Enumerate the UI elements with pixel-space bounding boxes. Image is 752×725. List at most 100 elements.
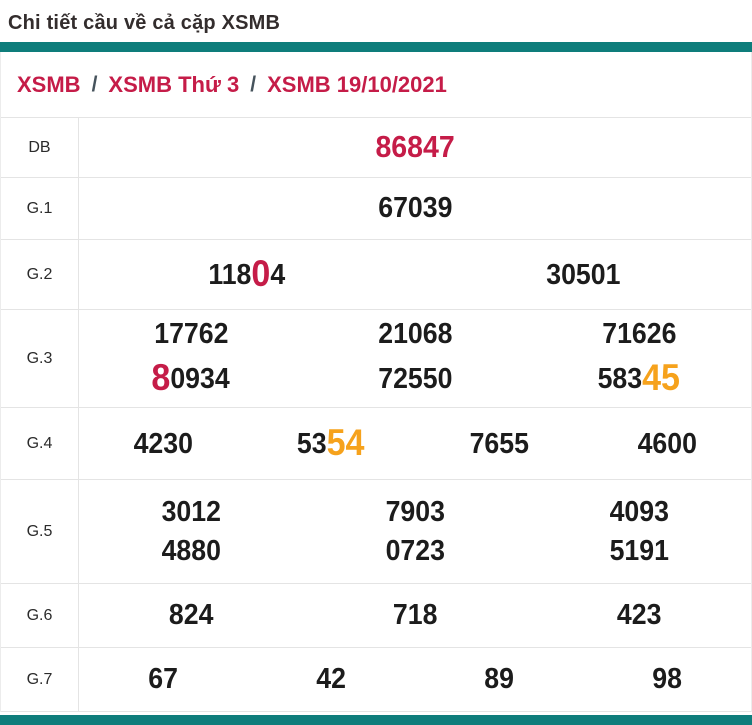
digit-text: 42 xyxy=(316,663,346,696)
prize-row-g2: G.2 11804 30501 xyxy=(1,240,751,310)
digit-text: 3012 xyxy=(161,495,221,528)
prize-value: 7655 xyxy=(415,426,583,462)
prize-number: 7655 xyxy=(469,426,528,462)
digit-text: 4093 xyxy=(609,495,669,528)
digit-text: 53 xyxy=(297,428,327,461)
bottom-gap xyxy=(0,712,752,715)
prize-number: 3012 xyxy=(161,494,220,530)
digit-text: 67039 xyxy=(377,192,453,225)
prize-line: 824 718 423 xyxy=(79,597,751,633)
prize-number: 80934 xyxy=(152,355,230,401)
breadcrumb-separator: / xyxy=(250,72,257,96)
prize-values-db: 86847 xyxy=(79,118,751,177)
prize-number: 5191 xyxy=(609,533,668,569)
prize-values-g7: 67 42 89 98 xyxy=(79,648,751,711)
prize-values-g1: 67039 xyxy=(79,178,751,239)
digit-text: 118 xyxy=(208,259,252,292)
prize-value: 824 xyxy=(79,597,303,633)
prize-number: 7903 xyxy=(385,494,444,530)
prize-number: 42 xyxy=(316,661,346,697)
prize-line: 4230 5354 7655 4600 xyxy=(79,420,751,466)
prize-label-g6: G.6 xyxy=(1,584,79,647)
prize-value: 71626 xyxy=(527,316,751,352)
breadcrumb-link-1[interactable]: XSMB Thứ 3 xyxy=(108,71,240,97)
prize-values-g6: 824 718 423 xyxy=(79,584,751,647)
prize-value: 42 xyxy=(247,661,415,697)
digit-text: 17762 xyxy=(153,317,229,350)
breadcrumb-link-2[interactable]: XSMB 19/10/2021 xyxy=(267,71,447,97)
prize-values-g5: 3012 7903 4093 4880 0723 5191 xyxy=(79,480,751,583)
prize-row-g3: G.3 17762 21068 71626 80934 72550 58345 xyxy=(1,310,751,408)
digit-text: 718 xyxy=(392,599,438,632)
page-title: Chi tiết cầu về cả cặp XSMB xyxy=(8,11,281,34)
prize-value: 80934 xyxy=(79,355,303,401)
prize-value: 423 xyxy=(527,597,751,633)
highlight-digit: 0 xyxy=(251,253,271,295)
prize-value: 5191 xyxy=(527,533,751,569)
prize-line: 3012 7903 4093 xyxy=(79,494,751,530)
prize-values-g3: 17762 21068 71626 80934 72550 58345 xyxy=(79,310,751,407)
results-card: XSMB / XSMB Thứ 3 / XSMB 19/10/2021 DB 86847 G… xyxy=(0,52,752,712)
prize-number: 423 xyxy=(617,597,662,633)
prize-number: 72550 xyxy=(378,361,452,397)
prize-value: 718 xyxy=(303,597,527,633)
prize-number: 0723 xyxy=(385,533,444,569)
digit-text: 5191 xyxy=(609,535,669,567)
prize-number: 17762 xyxy=(154,316,228,352)
prize-label-g3: G.3 xyxy=(1,310,79,407)
digit-text: 30501 xyxy=(545,259,621,292)
highlight-digit: 45 xyxy=(642,357,681,398)
prize-value: 67039 xyxy=(79,190,751,226)
prize-number: 4880 xyxy=(161,533,220,569)
prize-row-db: DB 86847 xyxy=(1,118,751,178)
teal-divider-bar xyxy=(0,42,752,52)
prize-value: 5354 xyxy=(247,420,415,466)
prize-number: 21068 xyxy=(378,316,452,352)
prize-row-g5: G.5 3012 7903 4093 4880 0723 5191 xyxy=(1,480,751,584)
prize-value: 7903 xyxy=(303,494,527,530)
prize-value: 4230 xyxy=(79,426,247,462)
prize-row-g6: G.6 824 718 423 xyxy=(1,584,751,648)
digit-text: 583 xyxy=(597,363,643,395)
prize-number: 11804 xyxy=(209,251,286,297)
prize-number: 58345 xyxy=(598,355,680,401)
prize-value: 86847 xyxy=(79,128,751,167)
prize-number: 67 xyxy=(148,661,178,697)
digit-text: 98 xyxy=(652,663,682,696)
digit-text: 72550 xyxy=(377,363,453,395)
prize-line: 67039 xyxy=(79,190,751,226)
digit-text: 4 xyxy=(270,259,286,292)
prize-line: 17762 21068 71626 xyxy=(79,316,751,352)
digit-text: 7903 xyxy=(385,495,445,528)
prize-number: 89 xyxy=(484,661,514,697)
prize-value: 0723 xyxy=(303,533,527,569)
breadcrumb: XSMB / XSMB Thứ 3 / XSMB 19/10/2021 xyxy=(1,52,751,118)
digit-text: 7655 xyxy=(469,428,529,461)
prize-value: 98 xyxy=(583,661,751,697)
digit-text: 67 xyxy=(148,663,178,696)
prize-label-g4: G.4 xyxy=(1,408,79,479)
prize-line: 67 42 89 98 xyxy=(79,661,751,697)
prize-value: 11804 xyxy=(79,251,415,297)
prize-value: 30501 xyxy=(415,257,751,293)
prize-number: 98 xyxy=(652,661,682,697)
digit-text: 824 xyxy=(168,599,214,632)
prize-label-g1: G.1 xyxy=(1,178,79,239)
prize-row-g1: G.1 67039 xyxy=(1,178,751,240)
digit-text: 4600 xyxy=(637,428,697,461)
prize-value: 4880 xyxy=(79,533,303,569)
digit-text: 71626 xyxy=(601,317,677,350)
prize-number: 71626 xyxy=(602,316,676,352)
breadcrumb-link-0[interactable]: XSMB xyxy=(17,71,81,97)
highlight-digit: 54 xyxy=(326,422,365,464)
prize-number: 824 xyxy=(169,597,214,633)
prize-number: 5354 xyxy=(297,420,365,466)
prize-number: 86847 xyxy=(375,128,454,167)
prize-number: 4093 xyxy=(609,494,668,530)
prize-value: 3012 xyxy=(79,494,303,530)
prize-value: 67 xyxy=(79,661,247,697)
prize-value: 72550 xyxy=(303,361,527,397)
digit-text: 21068 xyxy=(377,317,453,350)
prize-line: 86847 xyxy=(79,128,751,167)
prize-label-db: DB xyxy=(1,118,79,177)
